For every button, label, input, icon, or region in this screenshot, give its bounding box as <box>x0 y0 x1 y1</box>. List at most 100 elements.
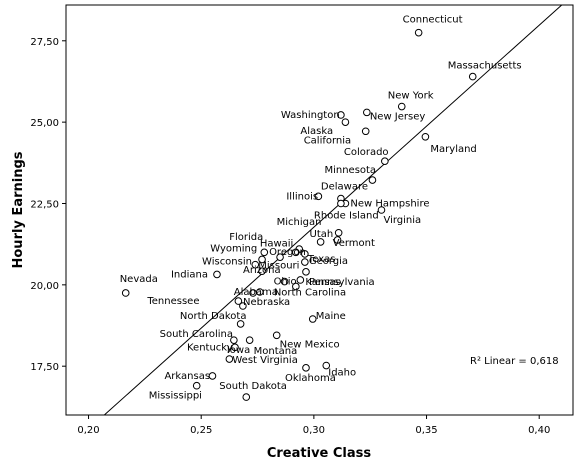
data-point-tennessee <box>234 297 243 305</box>
data-label-minnesota: Minnesota <box>324 165 376 176</box>
data-point-connecticut <box>414 28 423 37</box>
data-label-utah: Utah <box>310 229 334 240</box>
data-label-tennessee: Tennessee <box>146 296 199 307</box>
data-label-new-york: New York <box>388 91 434 102</box>
data-point-utah <box>333 236 342 244</box>
data-label-iowa: Iowa <box>227 345 250 356</box>
data-label-massachusetts: Massachusetts <box>448 61 522 72</box>
data-label-arkansas: Arkansas <box>164 371 210 382</box>
data-label-oklahoma: Oklahoma <box>285 373 336 384</box>
data-label-texas: Texas <box>307 254 336 265</box>
data-point-massachusetts <box>468 72 477 81</box>
data-label-maryland: Maryland <box>430 144 476 155</box>
data-point-west-virginia <box>225 355 234 363</box>
data-label-south-carolina: South Carolina <box>160 329 233 340</box>
data-point-wyoming <box>260 248 269 257</box>
data-point-idaho <box>322 361 331 370</box>
data-point-iowa <box>230 336 238 344</box>
data-label-arizona: Arizona <box>243 265 281 276</box>
data-label-new-mexico: New Mexico <box>280 339 340 350</box>
data-label-idaho: Idaho <box>328 368 356 379</box>
data-point-indiana <box>213 270 221 279</box>
data-point-north-carolina <box>292 282 300 291</box>
data-label-rhode-island: Rhode Island <box>314 210 379 221</box>
data-label-wyoming: Wyoming <box>210 243 257 254</box>
data-point-illinois <box>314 192 323 201</box>
data-label-new-hampshire: New Hampshire <box>350 198 429 209</box>
data-point-oregon <box>276 253 284 261</box>
data-point-maine <box>308 315 317 323</box>
data-label-michigan: Michigan <box>277 217 322 228</box>
y-tick-label: 25,00 <box>30 118 59 129</box>
fit-line-layer <box>103 4 563 416</box>
data-label-kansas: Kansas <box>305 277 340 288</box>
y-tick-label: 27,50 <box>30 37 59 48</box>
x-tick-label: 0,25 <box>190 425 212 436</box>
x-axis: 0,20 0,25 0,30 0,35 0,40 <box>77 415 550 436</box>
data-point-nebraska <box>249 289 257 297</box>
r2-label: R² Linear = 0,618 <box>470 356 559 367</box>
data-point-rhode-island <box>337 199 345 208</box>
data-point-new-mexico <box>272 331 281 340</box>
x-axis-title: Creative Class <box>267 446 372 461</box>
data-label-ohio: Ohio <box>274 277 297 288</box>
data-label-north-carolina: North Carolina <box>274 287 346 298</box>
data-label-pennsylvania: Pennsylvania <box>309 277 375 288</box>
data-point-north-dakota <box>239 302 247 310</box>
y-axis-title: Hourly Earnings <box>11 151 26 268</box>
plot-frame <box>65 4 574 416</box>
data-label-florida: Florida <box>229 232 263 243</box>
data-point-wisconsin <box>258 255 266 264</box>
data-point-georgia <box>301 258 309 266</box>
data-label-indiana: Indiana <box>171 269 208 280</box>
data-point-new-york <box>397 102 406 111</box>
data-point-michigan <box>334 228 343 237</box>
data-label-nebraska: Nebraska <box>243 297 290 308</box>
data-point-oklahoma <box>302 364 310 372</box>
data-point-minnesota <box>368 176 377 184</box>
data-label-new-jersey: New Jersey <box>370 111 426 122</box>
fit-line <box>103 4 563 416</box>
data-point-arkansas <box>208 372 217 380</box>
data-label-north-dakota: North Dakota <box>180 311 247 322</box>
data-point-hawaii <box>292 248 300 257</box>
data-point-california <box>361 127 370 136</box>
points-layer <box>121 28 477 401</box>
data-label-virginia: Virginia <box>383 215 421 226</box>
data-point-washington <box>337 111 345 119</box>
data-label-washington: Washington <box>281 110 340 121</box>
data-label-vermont: Vermont <box>333 238 375 249</box>
data-label-delaware: Delaware <box>321 182 368 193</box>
data-label-california: California <box>304 135 352 146</box>
data-label-colorado: Colorado <box>344 147 389 158</box>
data-label-west-virginia: West Virginia <box>232 355 297 366</box>
data-label-nevada: Nevada <box>120 274 158 285</box>
data-point-new-jersey <box>363 108 371 117</box>
data-label-mississippi: Mississippi <box>149 391 202 402</box>
data-point-south-dakota <box>242 393 251 401</box>
data-point-arizona <box>258 267 266 275</box>
data-point-kansas <box>296 276 305 284</box>
data-label-connecticut: Connecticut <box>403 15 463 26</box>
y-tick-label: 22,50 <box>30 199 59 210</box>
data-point-mississippi <box>192 381 201 390</box>
data-label-montana: Montana <box>254 346 298 357</box>
data-label-alaska: Alaska <box>300 126 333 137</box>
data-point-kentucky <box>231 343 239 352</box>
x-tick-label: 0,35 <box>415 425 437 436</box>
data-label-missouri: Missouri <box>258 261 299 272</box>
data-point-nevada <box>121 289 130 297</box>
data-label-south-dakota: South Dakota <box>219 381 287 392</box>
data-point-missouri <box>251 260 260 269</box>
data-label-wisconsin: Wisconsin <box>202 256 252 267</box>
data-point-texas <box>301 250 309 258</box>
y-tick-label: 20,00 <box>30 281 59 292</box>
data-point-ohio <box>280 277 289 286</box>
data-label-illinois: Illinois <box>286 191 318 202</box>
data-label-georgia: Georgia <box>309 256 348 267</box>
data-point-virginia <box>377 206 386 214</box>
labels-layer: Connecticut Massachusetts New York Washingt… <box>120 15 522 402</box>
y-tick-label: 17,50 <box>30 362 59 373</box>
